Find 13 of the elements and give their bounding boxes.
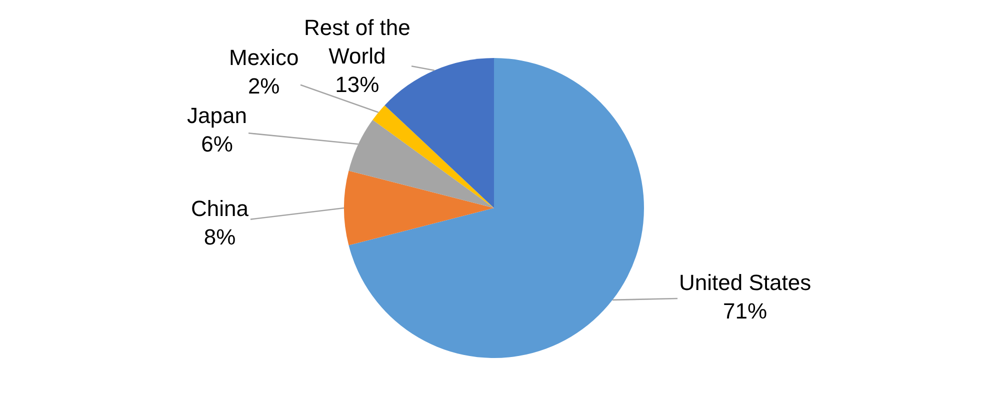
pie-slice	[344, 170, 494, 246]
data-label: 2%	[248, 74, 280, 99]
pie-slice	[384, 58, 494, 208]
slice-label: Japan	[187, 103, 247, 128]
slice-label: Rest of the World	[304, 15, 410, 69]
slice-label: United States	[679, 270, 812, 295]
data-label: 13%	[335, 72, 380, 98]
slice-label: Mexico	[229, 45, 299, 70]
pie-slice	[372, 105, 494, 208]
data-label: 6%	[201, 132, 233, 157]
slice-label: China	[191, 196, 250, 221]
data-label: 71%	[723, 298, 768, 324]
data-label: 8%	[204, 224, 236, 250]
